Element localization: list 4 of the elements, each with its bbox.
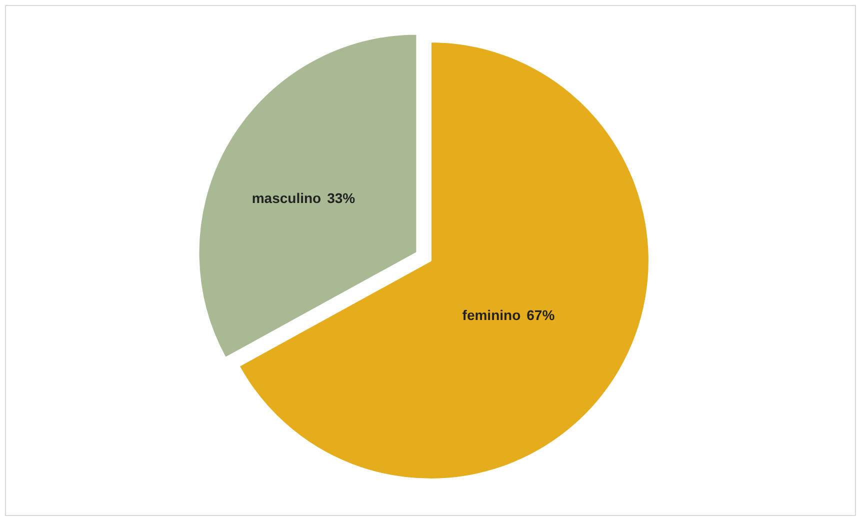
data-label: 67% [526,307,556,324]
slice-label: feminino [462,307,521,324]
slice-label: masculino [252,190,322,206]
data-label: 33% [327,190,356,206]
